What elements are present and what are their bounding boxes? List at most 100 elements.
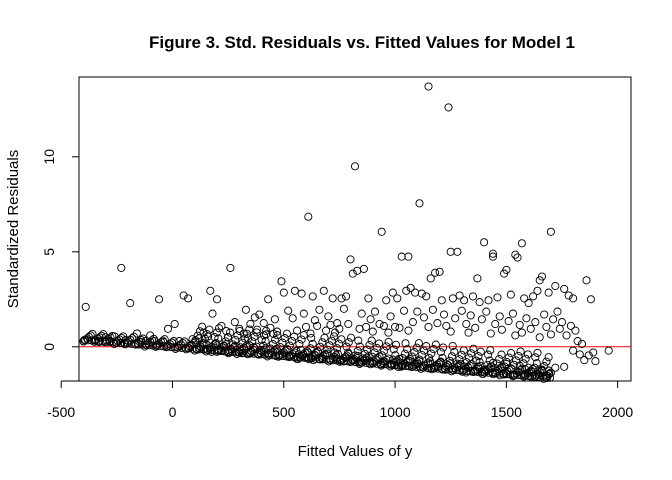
data-point — [524, 299, 533, 308]
data-point — [472, 356, 481, 365]
data-point — [341, 352, 350, 362]
data-point — [435, 267, 444, 276]
data-point — [424, 364, 433, 373]
data-point — [439, 343, 448, 352]
data-point — [108, 332, 117, 341]
data-point — [448, 294, 457, 303]
data-point — [316, 342, 325, 351]
data-point — [553, 307, 562, 316]
y-axis-ticks: 0 5 10 — [41, 149, 79, 351]
data-point — [342, 342, 351, 351]
data-point — [512, 356, 521, 365]
data-point — [448, 341, 457, 351]
data-point — [237, 349, 246, 358]
data-point — [306, 344, 315, 353]
data-point — [473, 362, 482, 371]
data-point — [313, 347, 322, 356]
data-point — [271, 335, 280, 344]
data-point — [252, 328, 261, 337]
data-point — [428, 305, 437, 314]
data-point — [386, 360, 395, 369]
data-point — [535, 370, 544, 380]
data-point — [453, 247, 462, 256]
data-point — [464, 353, 474, 362]
data-point — [264, 295, 273, 304]
data-point — [261, 337, 270, 346]
data-point — [410, 348, 419, 357]
data-point — [411, 288, 420, 297]
data-point — [193, 331, 202, 340]
data-point — [299, 309, 308, 318]
data-point — [319, 286, 328, 295]
data-point — [417, 350, 426, 360]
data-point — [375, 319, 384, 329]
data-point — [516, 347, 525, 356]
data-point — [288, 314, 297, 323]
data-point — [544, 288, 553, 297]
data-point — [99, 330, 108, 339]
data-point — [253, 325, 262, 334]
data-point — [203, 330, 212, 339]
data-point — [518, 369, 527, 378]
data-point — [255, 310, 264, 319]
data-point — [457, 350, 466, 359]
data-point — [480, 238, 489, 247]
data-point — [299, 331, 308, 340]
y-tick-label: 5 — [41, 248, 57, 256]
data-point — [296, 345, 305, 354]
data-point — [362, 322, 371, 331]
data-point — [198, 339, 207, 348]
data-point — [301, 353, 311, 362]
data-point — [391, 322, 400, 331]
data-point — [459, 346, 468, 355]
data-point — [529, 292, 538, 301]
data-point — [542, 357, 551, 366]
data-point — [160, 335, 169, 344]
data-point — [208, 309, 217, 318]
data-point — [357, 309, 366, 318]
data-point — [206, 286, 215, 295]
data-point — [513, 253, 522, 262]
data-point — [531, 318, 540, 327]
data-point — [551, 363, 560, 372]
data-point — [233, 331, 242, 340]
data-point — [462, 358, 471, 367]
data-point — [117, 263, 126, 272]
data-point — [368, 352, 377, 361]
data-point — [481, 365, 490, 374]
data-point — [422, 342, 431, 351]
data-point — [542, 322, 551, 331]
data-point — [259, 331, 269, 340]
data-point — [250, 332, 259, 341]
data-point — [195, 327, 204, 336]
data-point — [414, 339, 423, 348]
data-point — [349, 355, 358, 364]
data-point — [438, 353, 447, 362]
data-point — [236, 343, 245, 352]
data-point — [315, 305, 324, 314]
data-point — [382, 342, 391, 351]
data-point — [446, 327, 455, 336]
data-point — [540, 310, 549, 319]
data-point — [575, 350, 584, 359]
data-point — [210, 333, 219, 342]
data-point — [509, 371, 518, 380]
data-point — [557, 318, 567, 327]
data-point — [532, 359, 541, 368]
data-point — [433, 362, 443, 371]
data-point — [228, 340, 238, 349]
data-point — [354, 336, 363, 345]
data-point — [490, 363, 499, 372]
data-point — [147, 336, 157, 345]
data-point — [451, 314, 460, 323]
data-point — [226, 263, 235, 272]
data-point — [509, 360, 518, 369]
data-point — [443, 361, 452, 370]
data-point — [290, 286, 299, 295]
data-point — [217, 321, 226, 330]
data-point — [309, 356, 318, 365]
data-point — [560, 362, 569, 371]
data-point — [446, 247, 455, 256]
data-point — [546, 227, 555, 236]
data-point — [514, 351, 523, 360]
